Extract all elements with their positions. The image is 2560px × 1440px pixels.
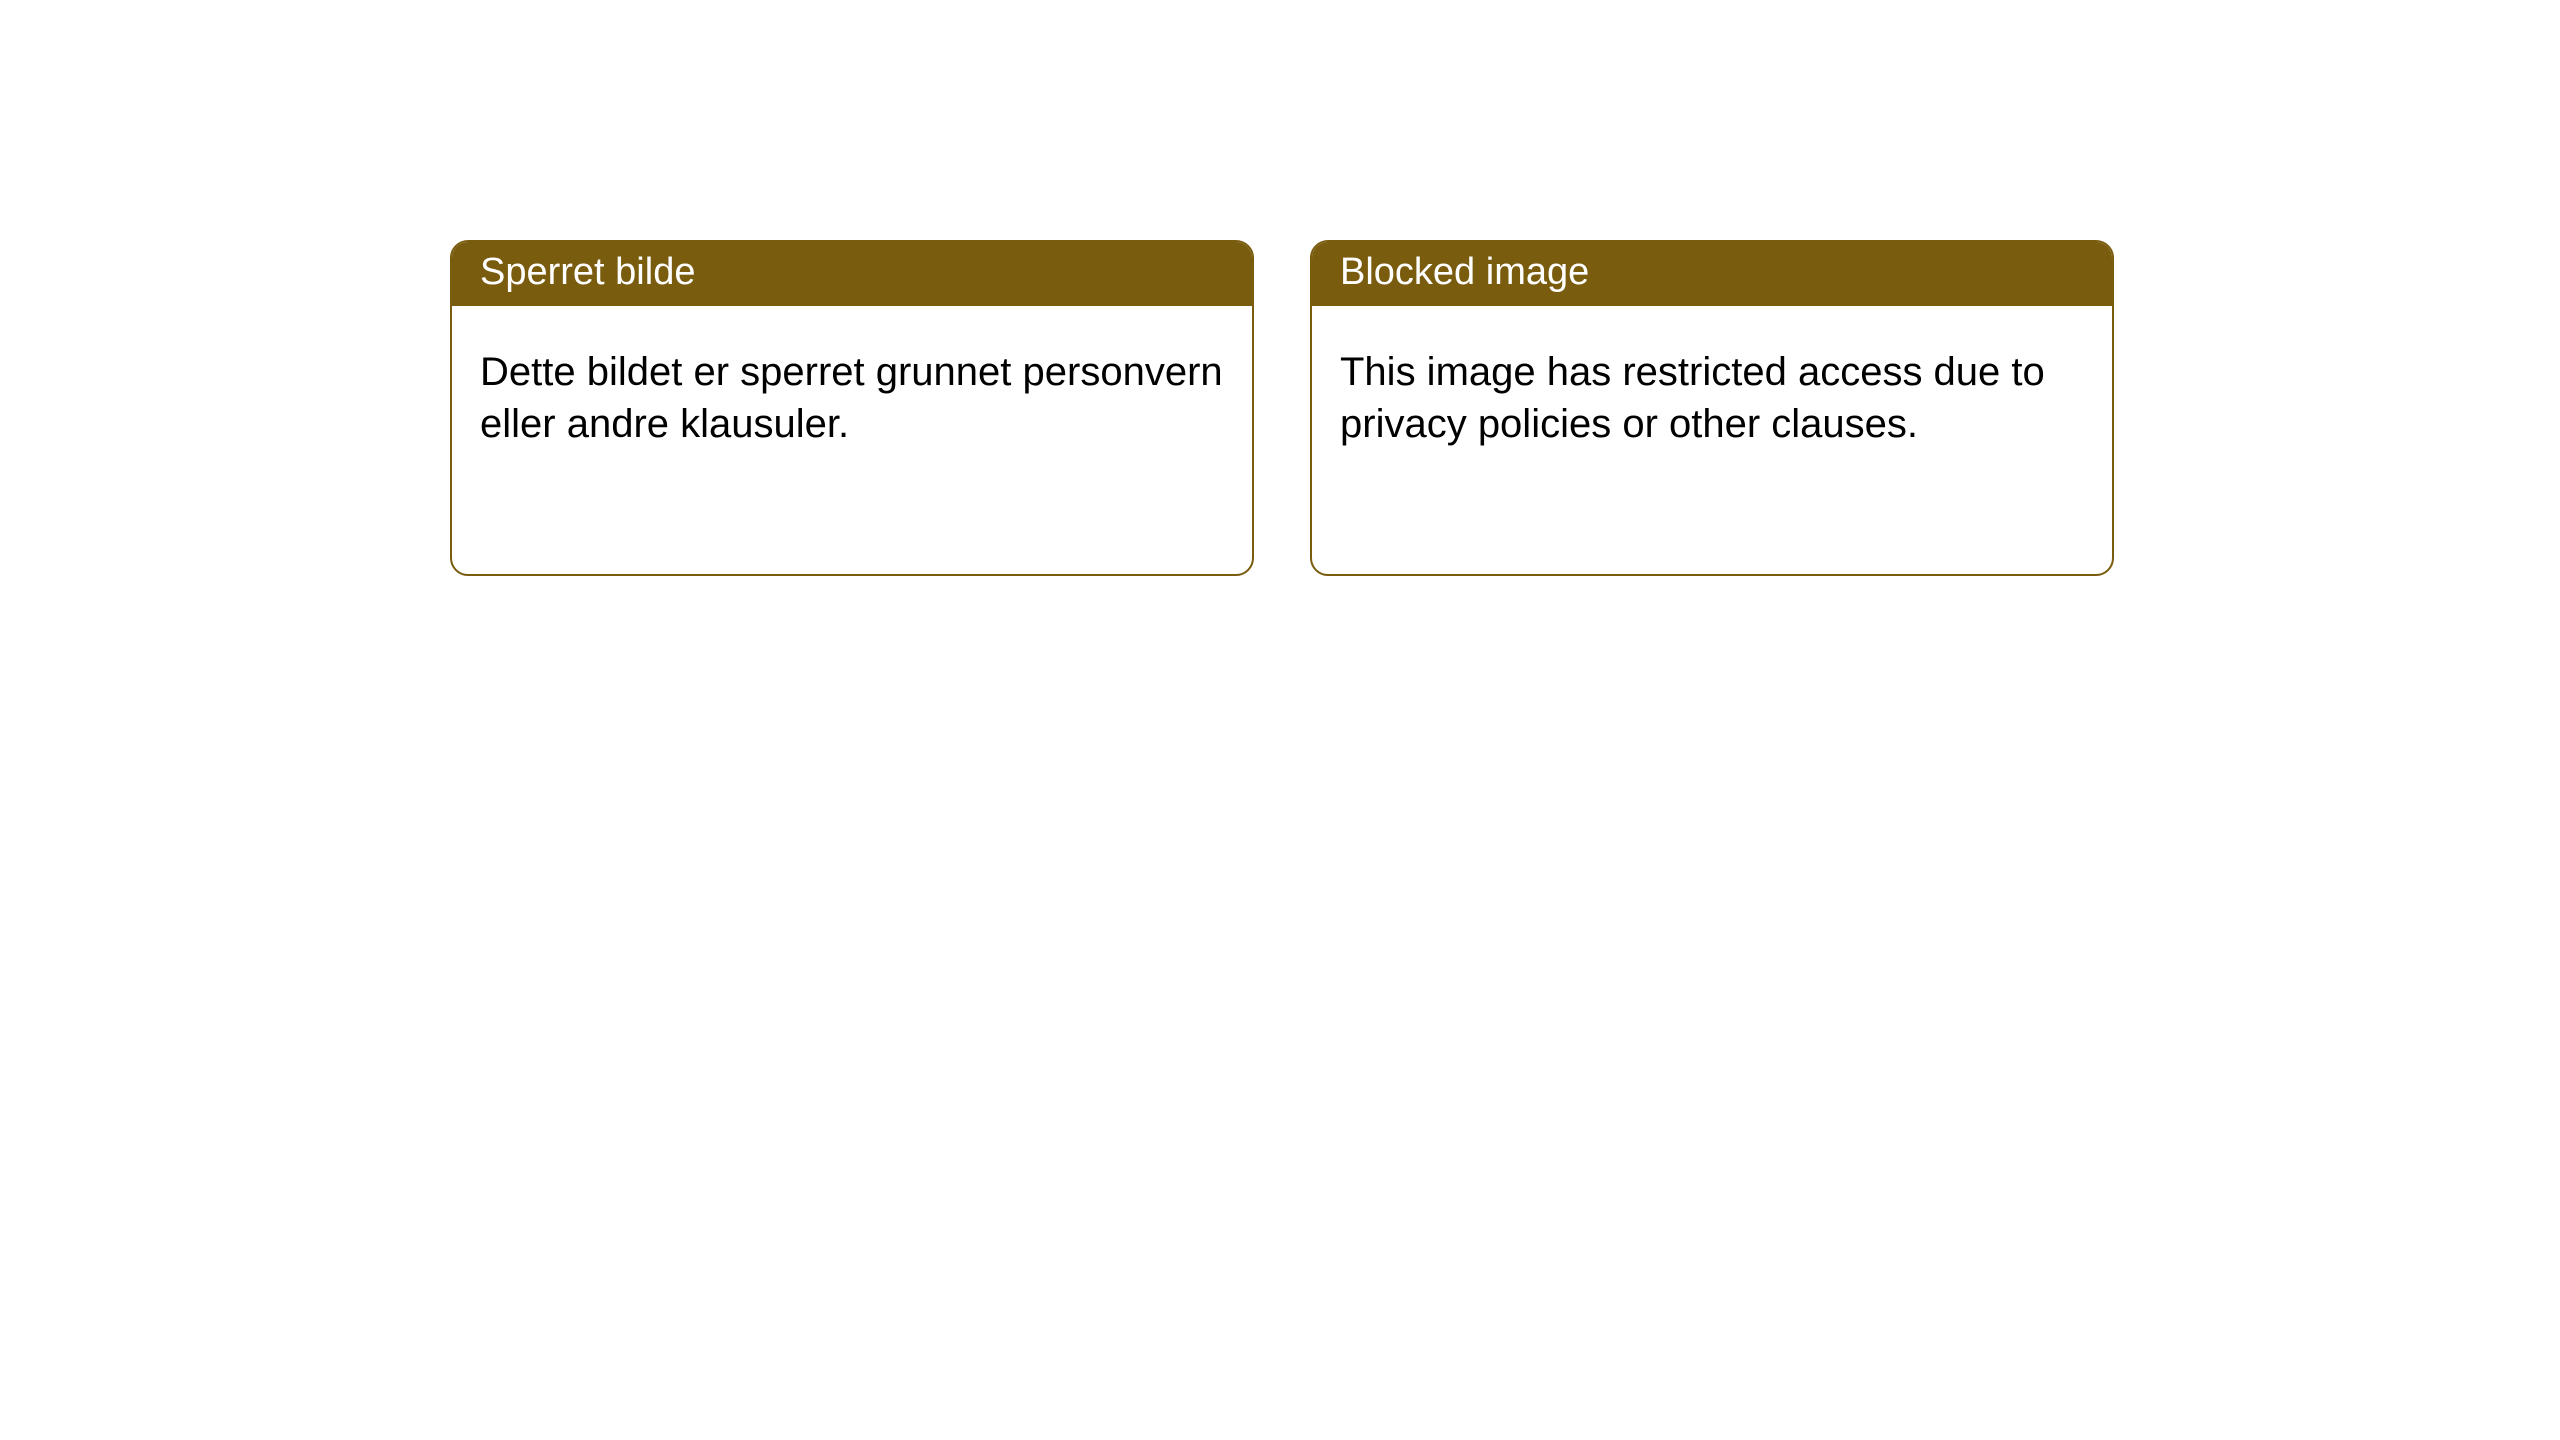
notice-body: Dette bildet er sperret grunnet personve… bbox=[452, 306, 1252, 490]
notice-header: Blocked image bbox=[1312, 242, 2112, 306]
notice-card-norwegian: Sperret bilde Dette bildet er sperret gr… bbox=[450, 240, 1254, 576]
notice-header: Sperret bilde bbox=[452, 242, 1252, 306]
notice-body: This image has restricted access due to … bbox=[1312, 306, 2112, 490]
notice-card-english: Blocked image This image has restricted … bbox=[1310, 240, 2114, 576]
notice-container: Sperret bilde Dette bildet er sperret gr… bbox=[0, 0, 2560, 576]
